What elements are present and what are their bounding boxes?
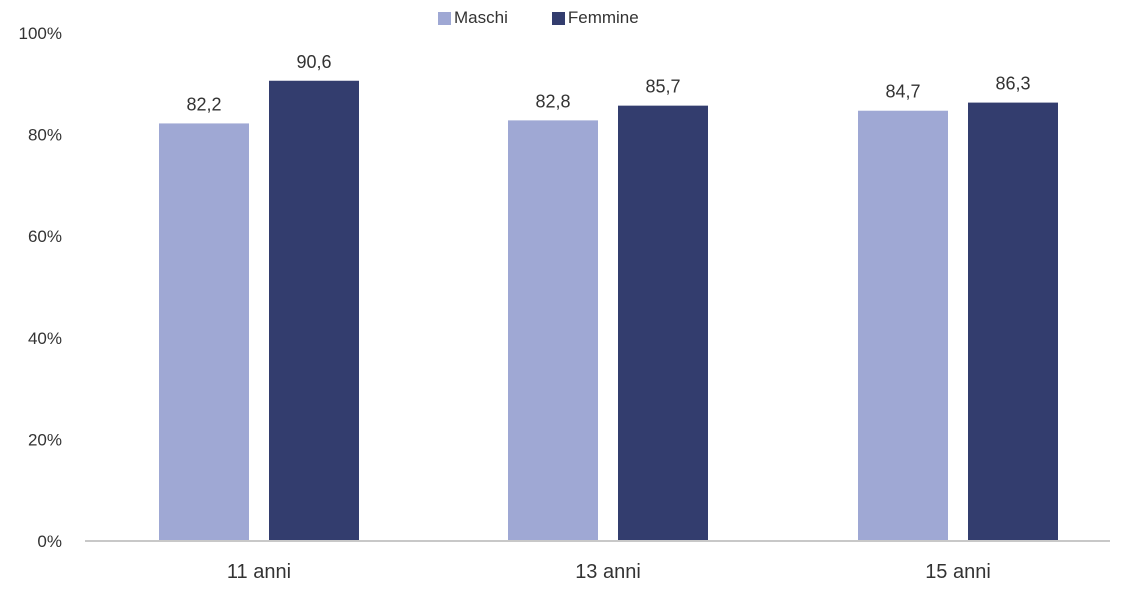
legend-item-femmine: Femmine — [551, 8, 639, 28]
legend: Maschi Femmine — [438, 8, 639, 28]
y-tick-label: 0% — [37, 532, 62, 551]
legend-label-femmine: Femmine — [567, 8, 639, 27]
y-tick-label: 80% — [28, 126, 62, 145]
x-tick-label: 13 anni — [575, 561, 641, 583]
legend-swatch-maschi — [438, 11, 451, 25]
legend-item-maschi: Maschi — [438, 8, 508, 28]
y-tick-label: 40% — [28, 329, 62, 348]
data-label: 85,7 — [645, 77, 680, 97]
y-tick-label: 100% — [19, 24, 62, 43]
bar-maschi — [159, 123, 249, 541]
x-tick-label: 15 anni — [925, 561, 991, 583]
bar-femmine — [269, 80, 359, 541]
data-label: 82,2 — [186, 94, 221, 114]
bar-femmine — [968, 102, 1058, 541]
x-tick-label: 11 anni — [227, 561, 291, 583]
data-label: 86,3 — [995, 74, 1030, 94]
data-label: 90,6 — [296, 52, 331, 72]
data-label: 82,8 — [535, 91, 570, 111]
bar-femmine — [618, 105, 708, 542]
data-label: 84,7 — [885, 82, 920, 102]
legend-label-maschi: Maschi — [454, 8, 508, 27]
y-tick-label: 60% — [28, 227, 62, 246]
legend-swatch-femmine — [551, 11, 565, 25]
y-tick-label: 20% — [28, 430, 62, 449]
bar-maschi — [858, 110, 948, 541]
bar-maschi — [508, 120, 598, 541]
